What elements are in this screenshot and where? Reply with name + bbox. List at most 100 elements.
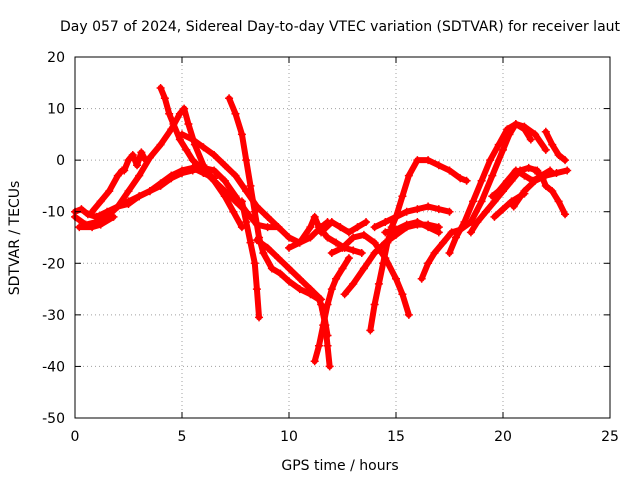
data-point	[306, 285, 315, 294]
data-point	[285, 233, 293, 242]
series-segment	[97, 213, 117, 228]
series-segment	[350, 265, 367, 287]
data-point	[494, 140, 503, 149]
data-point	[413, 218, 422, 227]
data-point	[178, 166, 186, 175]
series-segment	[296, 224, 314, 246]
data-point	[366, 326, 375, 335]
data-point	[242, 156, 251, 165]
series-track-15	[317, 218, 371, 237]
series-segment	[114, 188, 132, 210]
data-point	[445, 248, 454, 257]
data-point	[424, 223, 433, 232]
data-point	[231, 109, 240, 118]
data-point	[310, 357, 319, 366]
data-point	[554, 150, 563, 159]
data-point	[349, 279, 358, 288]
y-tick-label: -20	[42, 256, 65, 272]
y-axis-title: SDTVAR / TECUs	[7, 181, 23, 296]
data-point	[113, 171, 122, 180]
data-point	[92, 212, 101, 221]
series-segment	[247, 182, 258, 215]
data-point	[462, 176, 471, 185]
data-point	[439, 238, 448, 247]
data-point	[520, 122, 529, 131]
data-point	[490, 197, 499, 206]
series-segment	[232, 110, 245, 138]
data-point	[295, 274, 304, 283]
data-point	[357, 248, 366, 257]
series-track-13	[310, 254, 353, 366]
data-point	[137, 148, 146, 157]
data-point	[77, 205, 86, 214]
series-segment	[136, 154, 153, 179]
x-tick-label: 10	[280, 429, 298, 445]
data-point	[231, 171, 240, 180]
data-point	[285, 264, 293, 273]
chart-title: Day 057 of 2024, Sidereal Day-to-day VTE…	[60, 19, 621, 35]
series-segment	[221, 177, 239, 200]
data-point	[490, 212, 499, 221]
data-point	[344, 228, 353, 237]
data-point	[103, 207, 112, 216]
series-segment	[251, 260, 260, 293]
series-segment	[339, 255, 352, 272]
data-point	[323, 341, 332, 350]
data-point	[340, 290, 349, 299]
data-point	[447, 228, 456, 237]
data-point	[370, 238, 379, 247]
data-point	[537, 171, 546, 180]
x-axis-title: GPS time / hours	[281, 458, 398, 474]
data-point	[404, 171, 413, 180]
data-point	[413, 205, 422, 214]
data-point	[156, 83, 165, 92]
series-segment	[232, 172, 250, 195]
series-segment	[251, 208, 263, 241]
series-segment	[478, 157, 494, 184]
series-segment	[157, 126, 175, 148]
data-point	[531, 130, 540, 139]
data-point	[338, 264, 347, 273]
data-point	[156, 140, 165, 149]
data-point	[250, 259, 259, 268]
data-point	[503, 176, 512, 185]
data-point	[306, 233, 315, 242]
data-point	[541, 145, 550, 154]
data-point	[188, 163, 197, 172]
data-point	[374, 279, 383, 288]
data-point	[295, 285, 304, 294]
data-point	[499, 145, 507, 154]
data-point	[370, 300, 379, 309]
series-track-7	[156, 83, 246, 232]
data-point	[105, 187, 114, 196]
data-point	[199, 166, 208, 175]
data-point	[381, 228, 390, 237]
data-point	[109, 212, 118, 221]
data-point	[124, 187, 133, 196]
data-point	[383, 238, 392, 247]
data-point	[417, 274, 426, 283]
data-point	[445, 166, 454, 175]
data-point	[481, 207, 490, 216]
data-point	[456, 174, 465, 183]
data-point	[424, 156, 433, 165]
x-tick-label: 20	[494, 429, 512, 445]
data-point	[507, 197, 516, 206]
x-tick-label: 25	[601, 429, 619, 445]
data-point	[314, 341, 323, 350]
series-segment	[532, 131, 549, 153]
data-point	[276, 269, 285, 278]
y-tick-label: -50	[42, 411, 65, 427]
data-point	[445, 207, 454, 216]
data-point	[169, 120, 178, 129]
series-track-19	[370, 202, 454, 232]
data-point	[370, 248, 379, 257]
data-point	[88, 207, 97, 216]
data-point	[267, 264, 276, 273]
data-point	[398, 192, 407, 201]
data-point	[242, 218, 251, 227]
series-segment	[467, 198, 485, 226]
data-point	[246, 238, 255, 247]
y-tick-label: -10	[42, 205, 65, 221]
data-point	[96, 197, 105, 206]
